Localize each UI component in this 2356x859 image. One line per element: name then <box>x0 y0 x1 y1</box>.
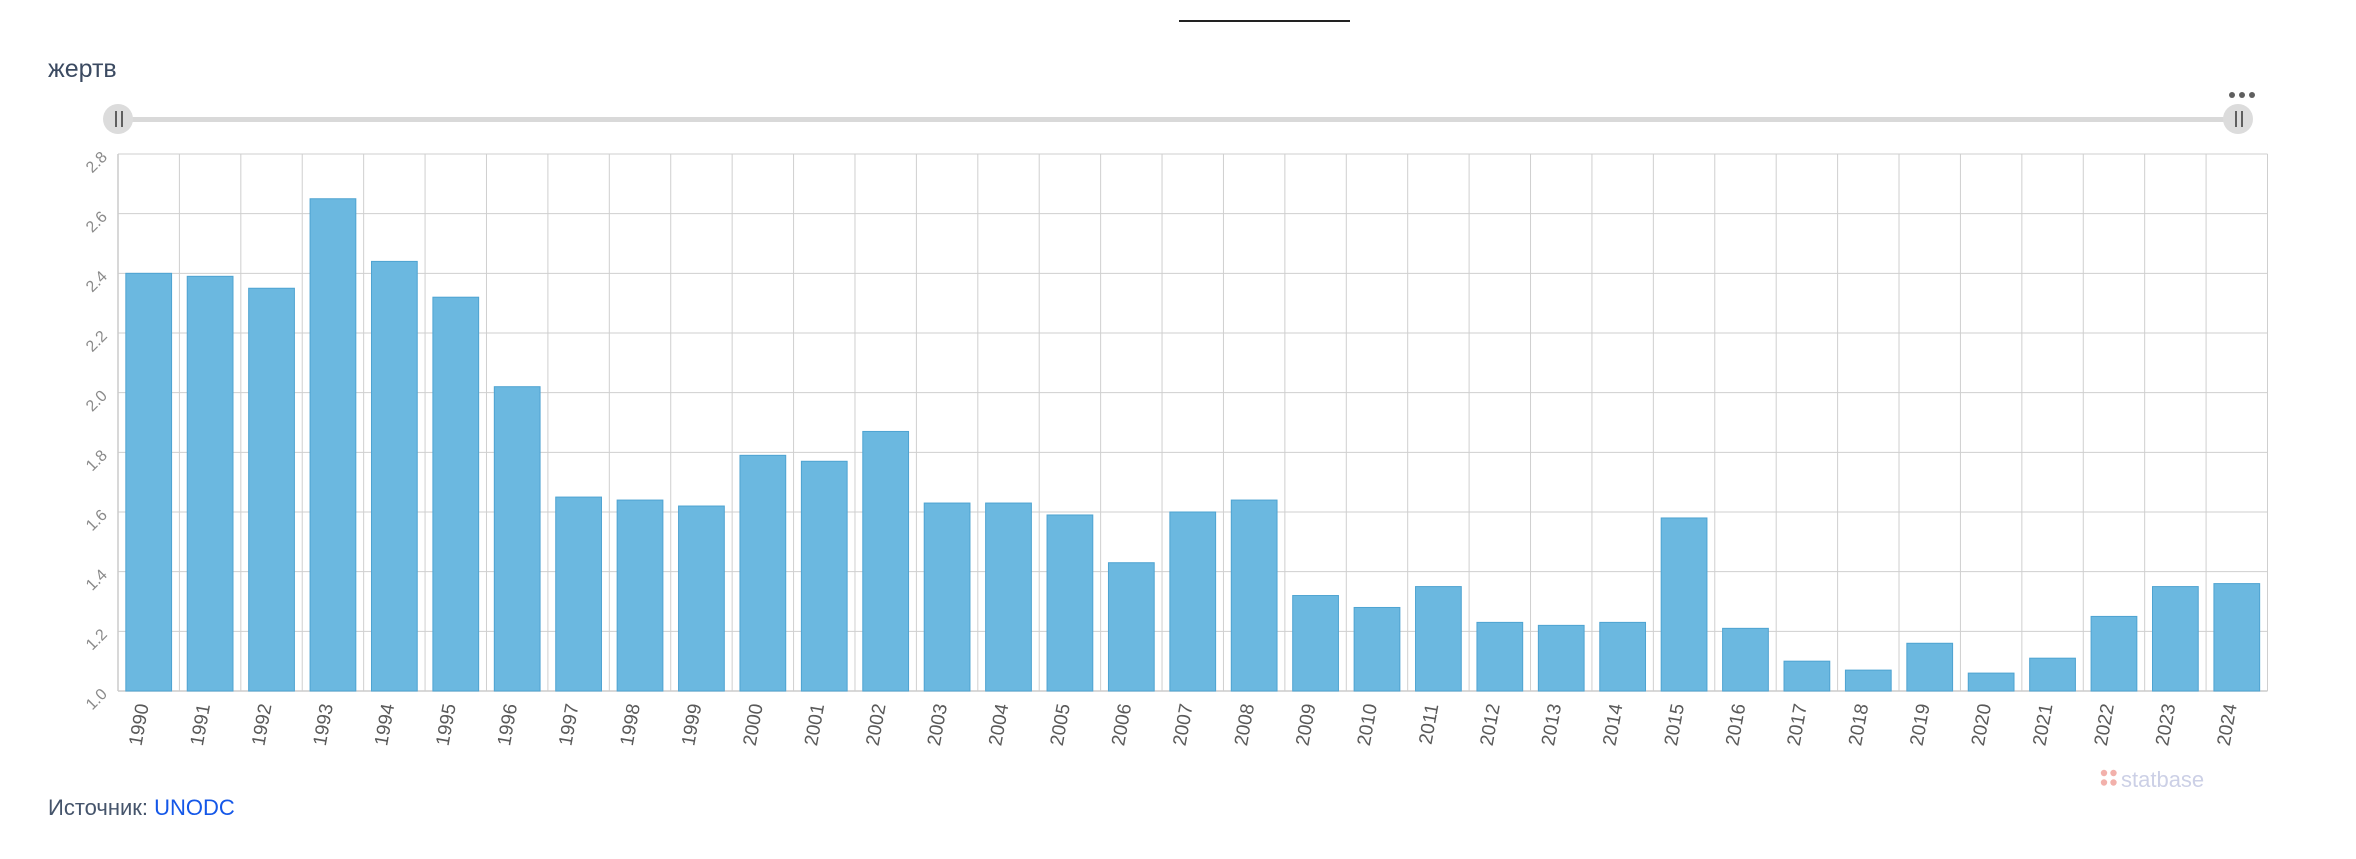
svg-text:2002: 2002 <box>863 702 891 747</box>
svg-text:1.6: 1.6 <box>83 507 111 535</box>
svg-text:1992: 1992 <box>248 702 276 747</box>
svg-text:2.8: 2.8 <box>83 149 111 177</box>
svg-text:2018: 2018 <box>1845 702 1873 747</box>
svg-text:2019: 2019 <box>1907 702 1935 747</box>
svg-text:1993: 1993 <box>310 702 338 747</box>
svg-text:2020: 2020 <box>1968 702 1996 747</box>
svg-text:2000: 2000 <box>740 702 768 747</box>
svg-text:1.4: 1.4 <box>83 566 111 594</box>
svg-text:2004: 2004 <box>985 702 1013 748</box>
svg-text:1995: 1995 <box>433 702 461 747</box>
svg-text:2024: 2024 <box>2214 702 2242 748</box>
svg-text:2008: 2008 <box>1231 702 1259 747</box>
svg-text:2012: 2012 <box>1477 702 1505 747</box>
svg-text:2015: 2015 <box>1661 702 1689 747</box>
svg-text:statbase: statbase <box>2121 767 2204 792</box>
svg-text:2005: 2005 <box>1047 702 1075 747</box>
svg-text:2001: 2001 <box>801 702 829 747</box>
svg-text:1996: 1996 <box>494 702 522 747</box>
svg-text:2016: 2016 <box>1722 702 1750 747</box>
svg-text:2007: 2007 <box>1170 702 1198 747</box>
svg-text:2003: 2003 <box>924 702 952 747</box>
svg-text:2011: 2011 <box>1416 702 1444 746</box>
svg-text:2017: 2017 <box>1784 702 1812 747</box>
svg-text:2023: 2023 <box>2152 702 2180 747</box>
svg-text:1994: 1994 <box>371 702 399 748</box>
svg-text:1998: 1998 <box>617 702 645 747</box>
svg-text:2.6: 2.6 <box>83 208 111 236</box>
svg-text:2013: 2013 <box>1538 702 1566 747</box>
svg-text:2.2: 2.2 <box>83 328 111 356</box>
svg-text:2006: 2006 <box>1108 702 1136 747</box>
svg-text:2022: 2022 <box>2091 702 2119 747</box>
svg-text:2.0: 2.0 <box>83 387 111 415</box>
svg-text:2010: 2010 <box>1354 702 1382 747</box>
svg-text:1999: 1999 <box>678 702 706 747</box>
svg-text:1.8: 1.8 <box>83 447 111 475</box>
svg-text:1997: 1997 <box>556 702 584 747</box>
svg-text:2.4: 2.4 <box>83 268 111 296</box>
svg-text:2021: 2021 <box>2029 702 2057 747</box>
svg-text:1991: 1991 <box>187 702 215 747</box>
svg-text:1.2: 1.2 <box>83 626 111 654</box>
svg-text:2014: 2014 <box>1600 702 1628 748</box>
svg-text:2009: 2009 <box>1292 702 1320 747</box>
svg-text:1990: 1990 <box>126 702 154 747</box>
svg-text:1.0: 1.0 <box>83 686 111 714</box>
